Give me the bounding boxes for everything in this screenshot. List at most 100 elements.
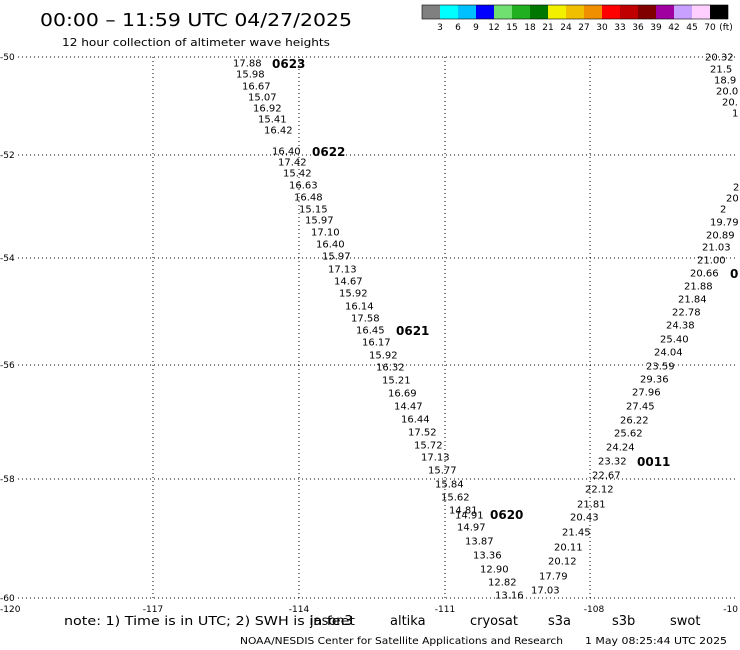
x-tick-label: -111 (435, 605, 455, 615)
x-tick-label: -10 (723, 605, 738, 615)
wave-height-label: 13.16 (495, 591, 524, 602)
satellite-cryosat-label: cryosat (470, 614, 518, 629)
satellite-s3a-label: s3a (548, 614, 571, 629)
wave-height-label: 21.81 (577, 500, 606, 511)
x-tick-label: -117 (143, 605, 163, 615)
legend-tick-label: 21 (542, 23, 553, 33)
wave-height-label: 17.13 (328, 265, 357, 276)
wave-height-label: 20.32 (705, 53, 734, 64)
y-tick-label: -50 (0, 53, 15, 63)
wave-height-label: 2 (733, 183, 739, 194)
wave-height-label: 12.82 (488, 578, 517, 589)
wave-height-label: 16.17 (362, 338, 391, 349)
wave-height-label: 13.36 (473, 551, 502, 562)
wave-height-label: 16.42 (264, 126, 293, 137)
wave-height-label: 15.62 (441, 493, 470, 504)
legend-tick-label: 3 (437, 23, 443, 33)
x-axis: -120 -117 -114 -111 -108 -10 (0, 605, 738, 615)
color-legend: 3 6 9 12 15 18 21 24 27 30 33 36 39 42 45 70 (ft) (421, 4, 733, 33)
pass-label: 0623 (272, 57, 305, 71)
wave-height-label: 20.43 (570, 513, 599, 524)
wave-height-label: 20 (726, 194, 739, 205)
wave-height-label: 21.84 (678, 295, 707, 306)
legend-labels: 3 6 9 12 15 18 21 24 27 30 33 36 39 42 45 70 (437, 23, 716, 33)
legend-tick-label: 27 (578, 23, 589, 33)
wave-height-label: 21.88 (684, 282, 713, 293)
wave-height-label: 15.98 (236, 70, 265, 81)
wave-height-label: 14.91 (455, 511, 484, 522)
wave-height-label: 25.62 (614, 429, 643, 440)
satellite-swot-label: swot (670, 614, 700, 629)
wave-height-label: 16.32 (376, 363, 405, 374)
x-tick-label: -114 (289, 605, 310, 615)
pass-label: 0 (730, 267, 738, 281)
legend-swatch (674, 5, 692, 19)
wave-height-label: 13.87 (465, 537, 494, 548)
wave-height-label: 29.36 (640, 375, 669, 386)
legend-tick-label: 6 (455, 23, 461, 33)
legend-tick-label: 30 (596, 23, 608, 33)
wave-height-label: 15.07 (248, 93, 277, 104)
legend-swatch (620, 5, 638, 19)
satellite-jason3-label: jason3 (309, 614, 353, 629)
wave-height-label: 14.67 (334, 277, 363, 288)
pass-label: 0620 (490, 508, 523, 522)
wave-height-label: 16.40 (316, 240, 345, 251)
legend-unit-label: (ft) (719, 23, 733, 33)
wave-height-label: 20.11 (554, 543, 583, 554)
satellite-legend: note: 1) Time is in UTC; 2) SWH is in fe… (64, 614, 700, 629)
wave-height-label: 15.41 (258, 115, 287, 126)
wave-height-label: 16.14 (345, 302, 374, 313)
wave-height-label: 26.22 (620, 416, 649, 427)
y-tick-label: -58 (0, 475, 15, 485)
y-tick-label: -60 (0, 594, 15, 604)
wave-height-label: 20.12 (548, 557, 577, 568)
legend-tick-label: 24 (560, 23, 572, 33)
legend-swatch (422, 5, 440, 19)
legend-swatch (512, 5, 530, 19)
wave-height-label: 21.03 (702, 243, 731, 254)
wave-height-label: 17.03 (531, 586, 560, 597)
satellite-altika-label: altika (390, 614, 426, 629)
y-tick-label: -54 (0, 254, 15, 264)
legend-tick-label: 12 (488, 23, 499, 33)
legend-tick-label: 33 (614, 23, 625, 33)
wave-height-label: 16.92 (253, 104, 282, 115)
wave-height-label: 15.21 (382, 376, 411, 387)
legend-swatch (710, 5, 728, 19)
wave-height-label: 17.88 (233, 59, 262, 70)
legend-swatch (692, 5, 710, 19)
legend-swatch (602, 5, 620, 19)
legend-swatch (494, 5, 512, 19)
legend-swatch (638, 5, 656, 19)
wave-height-label: 27.96 (632, 388, 661, 399)
wave-height-label: 17.79 (539, 572, 568, 583)
wave-height-label: 21.5 (710, 65, 732, 76)
wave-height-label: 20. (722, 98, 738, 109)
legend-swatch (476, 5, 494, 19)
wave-height-label: 25.40 (660, 335, 689, 346)
legend-swatch (530, 5, 548, 19)
wave-height-label: 17.58 (351, 314, 380, 325)
wave-height-label: 16.48 (294, 193, 323, 204)
wave-height-label: 23.59 (646, 362, 675, 373)
wave-height-label: 16.69 (388, 389, 417, 400)
wave-height-label: 22.78 (672, 308, 701, 319)
wave-height-label: 15.84 (435, 480, 464, 491)
legend-swatch (548, 5, 566, 19)
wave-height-label: 16.63 (289, 181, 318, 192)
y-tick-label: -52 (0, 151, 15, 161)
legend-swatch (458, 5, 476, 19)
wave-height-label: 15.42 (283, 169, 312, 180)
wave-height-label: 27.45 (626, 402, 655, 413)
wave-height-label: 15.97 (322, 252, 351, 263)
generated-timestamp: 1 May 08:25:44 UTC 2025 (585, 636, 727, 647)
wave-height-label: 22.67 (592, 471, 621, 482)
pass-label: 0621 (396, 324, 429, 338)
wave-height-label: 20.89 (706, 231, 735, 242)
